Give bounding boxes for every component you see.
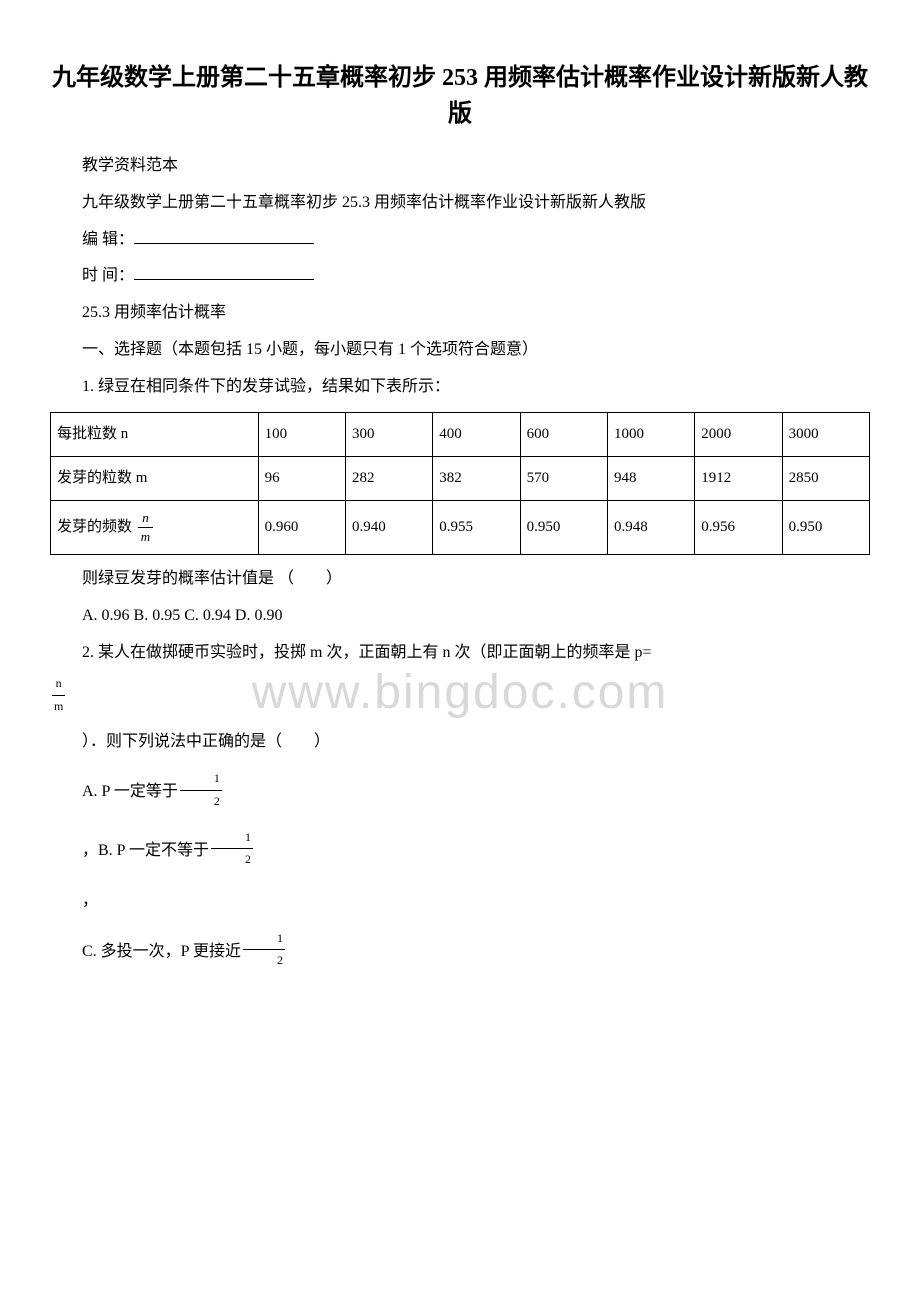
table-cell: 0.940	[345, 500, 432, 554]
question-2-option-a: A. P 一定等于 1 2	[50, 770, 870, 814]
fraction-numerator: n	[52, 673, 65, 696]
fraction-half: 1 2	[180, 768, 222, 812]
table-cell: 96	[258, 456, 345, 500]
table-cell: 600	[520, 412, 607, 456]
editor-blank	[134, 228, 314, 244]
table-cell: 100	[258, 412, 345, 456]
table-cell: 0.948	[607, 500, 694, 554]
table-cell: 3000	[782, 412, 869, 456]
table-cell: 282	[345, 456, 432, 500]
table-cell: 0.956	[695, 500, 782, 554]
table-row: 发芽的频数 n m 0.960 0.940 0.955 0.950 0.948 …	[51, 500, 870, 554]
question-2-text2: ）．则下列说法中正确的是（ ）	[50, 728, 870, 757]
page-title: 九年级数学上册第二十五章概率初步 253 用频率估计概率作业设计新版新人教版	[50, 60, 870, 132]
comma-line: ，	[50, 887, 870, 916]
table-cell: 1000	[607, 412, 694, 456]
fraction-denominator: 2	[211, 849, 253, 871]
fraction-half: 1 2	[211, 827, 253, 871]
header-text: 发芽的粒数 m	[57, 470, 147, 486]
time-blank	[134, 264, 314, 280]
question-2-option-c: C. 多投一次，P 更接近 1 2	[50, 930, 870, 974]
editor-label: 编 辑：	[82, 231, 134, 248]
option-a-prefix: A. P 一定等于	[82, 783, 178, 800]
table-cell: 2000	[695, 412, 782, 456]
question-1-text: 1. 绿豆在相同条件下的发芽试验，结果如下表所示：	[50, 373, 870, 402]
fraction-numerator: 1	[243, 928, 285, 951]
row-header-1: 每批粒数 n	[51, 412, 259, 456]
data-table: 每批粒数 n 100 300 400 600 1000 2000 3000 发芽…	[50, 412, 870, 555]
fraction-denominator: m	[138, 528, 153, 546]
question-1-options: A. 0.96 B. 0.95 C. 0.94 D. 0.90	[50, 602, 870, 631]
fraction-half: 1 2	[243, 928, 285, 972]
row-header-3: 发芽的频数 n m	[51, 500, 259, 554]
fraction-numerator: n	[138, 509, 153, 528]
editor-line: 编 辑：	[50, 226, 870, 255]
fraction-numerator: 1	[180, 768, 222, 791]
table-cell: 400	[433, 412, 520, 456]
option-c-prefix: C. 多投一次，P 更接近	[82, 942, 241, 959]
header-text: 发芽的频数	[57, 519, 132, 535]
section-title: 25.3 用频率估计概率	[50, 299, 870, 328]
subtitle-2: 九年级数学上册第二十五章概率初步 25.3 用频率估计概率作业设计新版新人教版	[50, 189, 870, 218]
table-cell: 948	[607, 456, 694, 500]
fraction-numerator: 1	[211, 827, 253, 850]
row-header-2: 发芽的粒数 m	[51, 456, 259, 500]
option-b-prefix: ，B. P 一定不等于	[82, 841, 209, 858]
table-cell: 0.950	[520, 500, 607, 554]
fraction-denominator: m	[52, 696, 65, 718]
time-line: 时 间：	[50, 262, 870, 291]
table-cell: 570	[520, 456, 607, 500]
table-cell: 382	[433, 456, 520, 500]
table-cell: 2850	[782, 456, 869, 500]
fraction-denominator: 2	[243, 950, 285, 972]
table-cell: 300	[345, 412, 432, 456]
table-row: 发芽的粒数 m 96 282 382 570 948 1912 2850	[51, 456, 870, 500]
question-2-option-b: ，B. P 一定不等于 1 2	[50, 829, 870, 873]
table-cell: 0.950	[782, 500, 869, 554]
time-label: 时 间：	[82, 267, 134, 284]
question-2-fraction: n m	[50, 675, 870, 719]
question-1-followup: 则绿豆发芽的概率估计值是 （ ）	[50, 565, 870, 594]
question-2-text: 2. 某人在做掷硬币实验时，投掷 m 次，正面朝上有 n 次（即正面朝上的频率是…	[50, 639, 870, 668]
table-cell: 0.955	[433, 500, 520, 554]
fraction-denominator: 2	[180, 791, 222, 813]
fraction-n-over-m: n m	[138, 509, 153, 546]
fraction-n-over-m: n m	[52, 673, 65, 717]
table-cell: 0.960	[258, 500, 345, 554]
section-header: 一、选择题（本题包括 15 小题，每小题只有 1 个选项符合题意）	[50, 336, 870, 365]
header-text: 每批粒数 n	[57, 426, 128, 442]
subtitle-1: 教学资料范本	[50, 152, 870, 181]
document-content: 九年级数学上册第二十五章概率初步 253 用频率估计概率作业设计新版新人教版 教…	[50, 60, 870, 974]
table-row: 每批粒数 n 100 300 400 600 1000 2000 3000	[51, 412, 870, 456]
table-cell: 1912	[695, 456, 782, 500]
q2-text-part1: 2. 某人在做掷硬币实验时，投掷 m 次，正面朝上有 n 次（即正面朝上的频率是…	[82, 644, 651, 661]
